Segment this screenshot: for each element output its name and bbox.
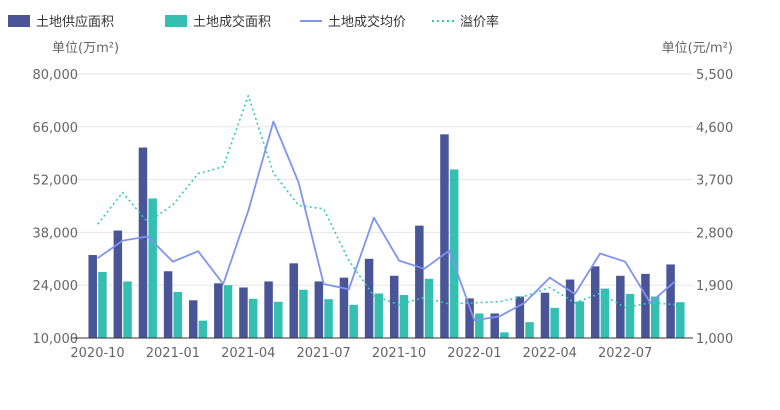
transaction-area-bar [475, 313, 484, 338]
supply-area-bar [113, 230, 123, 338]
supply-area-bar [641, 273, 650, 338]
supply-area-bar [440, 134, 449, 338]
supply-area-bar [515, 296, 525, 338]
line-series [96, 94, 676, 322]
x-tick-label: 2022-07 [598, 346, 652, 361]
transaction-area-bar [173, 291, 183, 338]
legend: 土地供应面积 土地成交面积 土地成交均价 溢价率 [8, 14, 499, 30]
y-left-tick-label: 52,000 [33, 174, 79, 189]
legend-swatch [165, 15, 187, 27]
supply-area-bar [565, 279, 575, 338]
transaction-area-bar [223, 285, 233, 338]
x-tick-label: 2022-01 [447, 346, 501, 361]
legend-label: 土地供应面积 [36, 14, 114, 30]
transaction-area-bar [449, 169, 459, 338]
supply-area-bar [389, 275, 399, 338]
transaction-area-bar [650, 296, 660, 338]
y-axis-right-unit: 单位(元/m²) [662, 41, 733, 56]
legend-item[interactable]: 土地供应面积 [8, 14, 114, 30]
supply-area-bar [214, 283, 223, 338]
y-axis-left-unit: 单位(万m²) [52, 41, 119, 56]
transaction-area-bar [625, 293, 635, 338]
supply-area-bar [540, 292, 550, 338]
y-right-tick-label: 2,800 [696, 226, 733, 241]
supply-area-bar [239, 287, 248, 338]
transaction-area-bar [424, 278, 434, 338]
y-left-tick-label: 66,000 [33, 121, 79, 136]
y-right-tick-label: 1,900 [696, 279, 733, 294]
transaction-area-bar [198, 320, 208, 338]
legend-item[interactable]: 土地成交均价 [300, 14, 406, 30]
transaction-area-bar [299, 289, 308, 338]
supply-area-bar [264, 281, 273, 338]
supply-area-bar [314, 281, 324, 338]
legend-item[interactable]: 溢价率 [432, 14, 499, 30]
supply-area-bar [415, 225, 424, 338]
transaction-area-bar [550, 307, 559, 338]
bar-series [88, 134, 685, 338]
transaction-area-bar [399, 295, 409, 338]
x-tick-label: 2020-10 [70, 346, 124, 361]
legend-label: 溢价率 [460, 14, 499, 30]
x-tick-label: 2021-10 [372, 346, 426, 361]
transaction-area-bar [98, 272, 107, 338]
premium-rate-line [96, 94, 676, 309]
x-tick-label: 2021-01 [146, 346, 200, 361]
supply-area-bar [490, 313, 499, 338]
y-left-tick-label: 38,000 [33, 226, 79, 241]
transaction-area-bar [676, 302, 685, 338]
supply-area-bar [289, 263, 298, 338]
x-tick-label: 2021-07 [297, 346, 351, 361]
y-right-tick-label: 4,600 [696, 121, 733, 136]
transaction-area-bar [248, 298, 258, 338]
transaction-area-bar [274, 301, 283, 338]
axis-tick-labels: 80,000 5,500 66,000 4,600 52,000 3,700 38,000 2… [33, 68, 734, 361]
supply-area-bar [188, 300, 198, 338]
supply-area-bar [138, 147, 148, 338]
transaction-area-bar [349, 304, 358, 338]
supply-area-bar [616, 275, 625, 338]
y-right-tick-label: 3,700 [696, 174, 733, 189]
gridlines [72, 73, 693, 286]
y-left-tick-label: 10,000 [33, 332, 79, 347]
x-tick-label: 2021-04 [221, 346, 275, 361]
legend-swatch [8, 15, 30, 27]
legend-label: 土地成交面积 [193, 14, 271, 30]
supply-area-bar [163, 271, 173, 338]
avg-price-line [97, 120, 676, 322]
transaction-area-bar [600, 288, 610, 338]
transaction-area-bar [575, 301, 585, 338]
y-right-tick-label: 5,500 [696, 68, 733, 83]
legend-item[interactable]: 土地成交面积 [165, 14, 271, 30]
supply-area-bar [465, 298, 474, 338]
supply-area-bar [339, 277, 349, 338]
transaction-area-bar [374, 293, 384, 338]
y-right-tick-label: 1,000 [696, 332, 733, 347]
transaction-area-bar [148, 198, 157, 338]
supply-area-bar [88, 255, 97, 338]
x-tick-label: 2022-04 [523, 346, 577, 361]
legend-label: 土地成交均价 [328, 14, 406, 30]
y-left-tick-label: 80,000 [33, 68, 79, 83]
transaction-area-bar [324, 299, 333, 338]
transaction-area-bar [123, 281, 132, 338]
supply-area-bar [364, 258, 374, 338]
transaction-area-bar [500, 332, 509, 338]
y-left-tick-label: 24,000 [33, 279, 79, 294]
transaction-area-bar [525, 322, 534, 338]
supply-area-bar [666, 264, 675, 338]
supply-area-bar [590, 266, 600, 338]
